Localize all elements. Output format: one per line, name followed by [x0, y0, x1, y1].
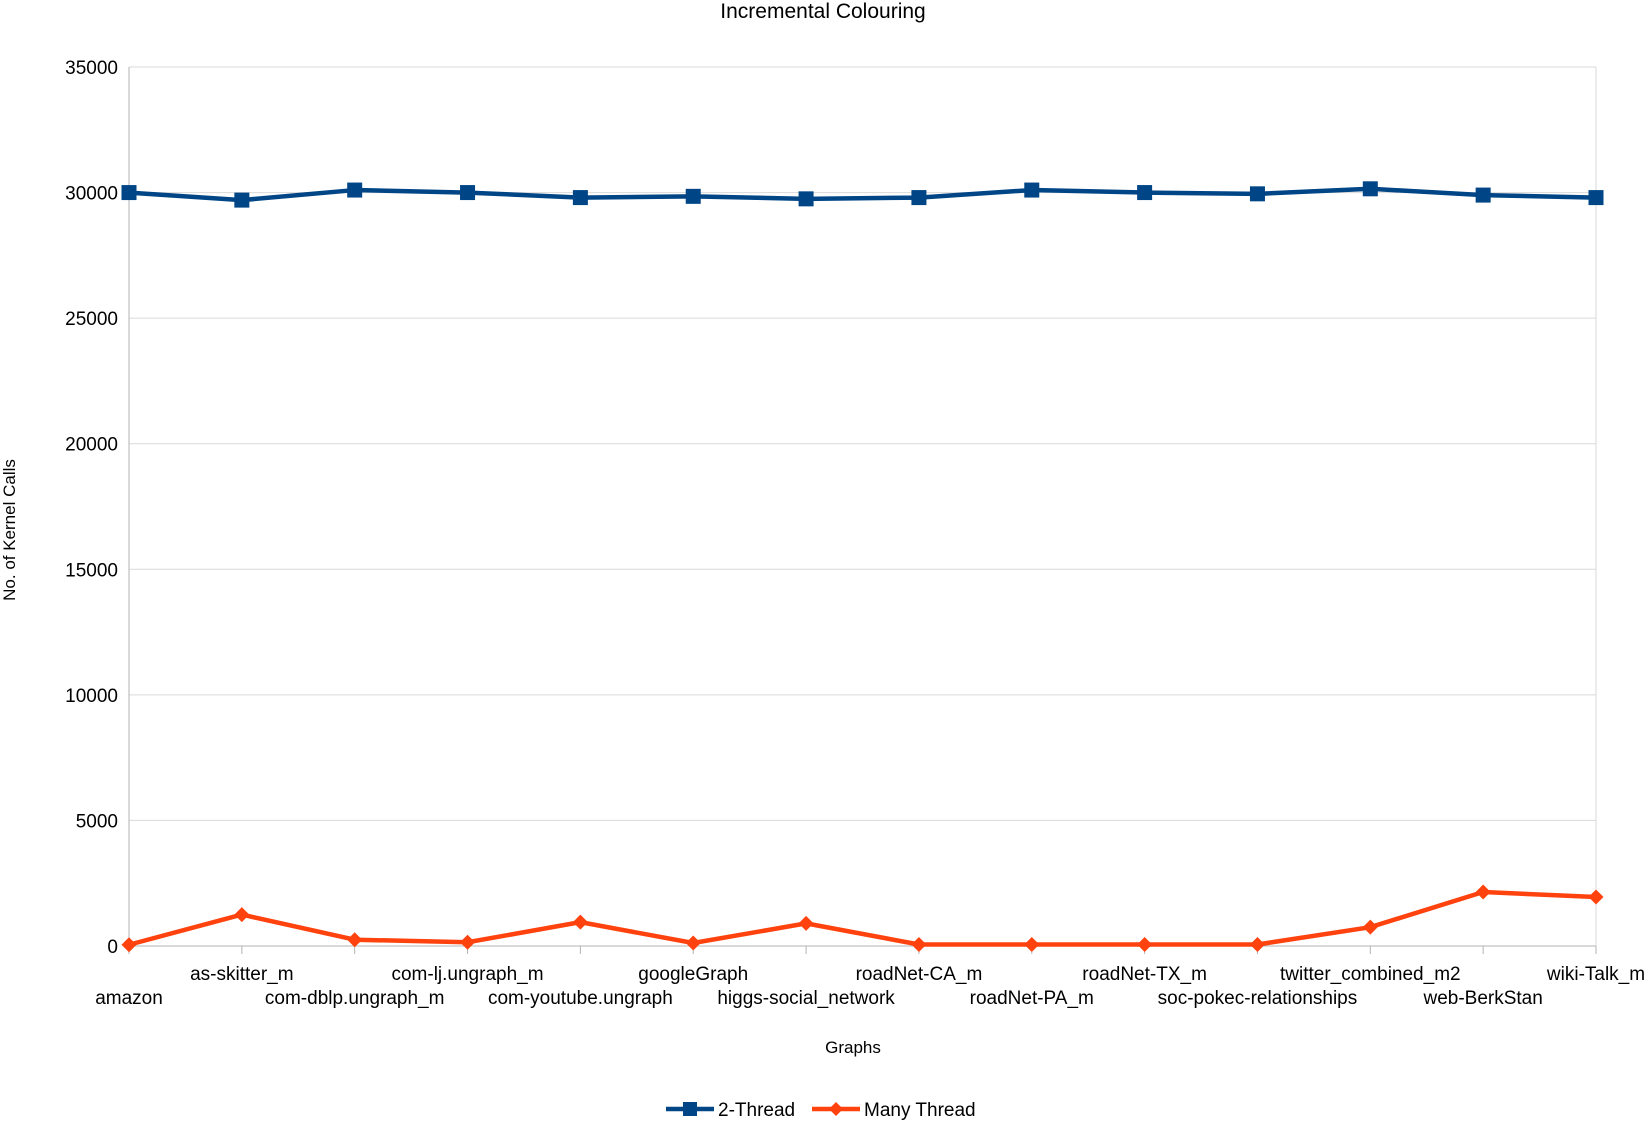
data-point	[1137, 185, 1153, 201]
series-line	[128, 889, 1597, 947]
data-point	[234, 907, 250, 923]
x-tick-label: soc-pokec-relationships	[1158, 988, 1358, 1009]
x-tick-label: twitter_combined_m2	[1280, 964, 1461, 985]
chart-title: Incremental Colouring	[720, 0, 925, 23]
x-tick-label: wiki-Talk_m	[1546, 964, 1645, 985]
y-axis-label: No. of Kernel Calls	[0, 459, 19, 601]
data-point	[1475, 187, 1491, 203]
data-point	[798, 915, 814, 931]
x-axis-label: Graphs	[825, 1038, 881, 1057]
legend-label: 2-Thread	[718, 1100, 795, 1121]
y-tick-label: 0	[107, 937, 118, 958]
y-tick-label: 20000	[65, 435, 118, 456]
data-point	[685, 188, 701, 204]
x-tick-label: as-skitter_m	[190, 964, 293, 985]
legend-marker	[829, 1102, 843, 1116]
y-tick-label: 30000	[65, 184, 118, 205]
legend-marker	[683, 1102, 697, 1116]
data-point	[798, 191, 814, 207]
series-1	[121, 181, 1604, 208]
y-tick-label: 15000	[65, 560, 118, 581]
y-axis-tick-labels: 0 5000 10000 15000 20000 25000 30000 35000	[65, 58, 118, 958]
x-tick-label: web-BerkStan	[1422, 988, 1542, 1009]
data-point	[1588, 190, 1604, 206]
data-point	[1362, 919, 1378, 935]
y-tick-label: 35000	[65, 58, 118, 79]
x-tick-label: googleGraph	[638, 964, 748, 985]
data-point	[121, 937, 137, 953]
legend: 2-Thread Many Thread	[666, 1100, 976, 1121]
data-point	[121, 185, 137, 201]
data-point	[347, 932, 363, 948]
data-series	[121, 181, 1604, 953]
y-tick-label: 25000	[65, 309, 118, 330]
x-tick-label: com-dblp.ungraph_m	[265, 988, 445, 1009]
x-tick-label: roadNet-CA_m	[856, 964, 983, 985]
data-point	[1249, 186, 1265, 202]
x-tick-label: com-youtube.ungraph	[488, 988, 673, 1009]
data-point	[685, 935, 701, 951]
x-tick-label: amazon	[95, 988, 163, 1009]
x-axis-tick-labels: amazon as-skitter_m com-dblp.ungraph_m com-…	[95, 964, 1645, 1009]
legend-item: Many Thread	[812, 1100, 976, 1121]
data-point	[1249, 936, 1265, 952]
data-point	[460, 185, 476, 201]
data-point	[1024, 936, 1040, 952]
series-line	[128, 186, 1597, 203]
data-point	[1475, 884, 1491, 900]
data-point	[1137, 936, 1153, 952]
data-point	[911, 190, 927, 206]
x-tick-label: roadNet-TX_m	[1082, 964, 1207, 985]
x-tick-label: roadNet-PA_m	[970, 988, 1094, 1009]
y-tick-label: 5000	[76, 811, 118, 832]
data-point	[1362, 181, 1378, 197]
data-point	[234, 192, 250, 208]
data-point	[1024, 182, 1040, 198]
data-point	[460, 934, 476, 950]
series-2	[121, 884, 1604, 953]
data-point	[347, 182, 363, 198]
legend-label: Many Thread	[864, 1100, 976, 1121]
x-tick-label: com-lj.ungraph_m	[391, 964, 543, 985]
x-tick-label: higgs-social_network	[717, 988, 895, 1009]
data-point	[572, 914, 588, 930]
data-point	[911, 936, 927, 952]
y-tick-label: 10000	[65, 686, 118, 707]
legend-item: 2-Thread	[666, 1100, 795, 1121]
data-point	[1588, 889, 1604, 905]
data-point	[572, 190, 588, 206]
